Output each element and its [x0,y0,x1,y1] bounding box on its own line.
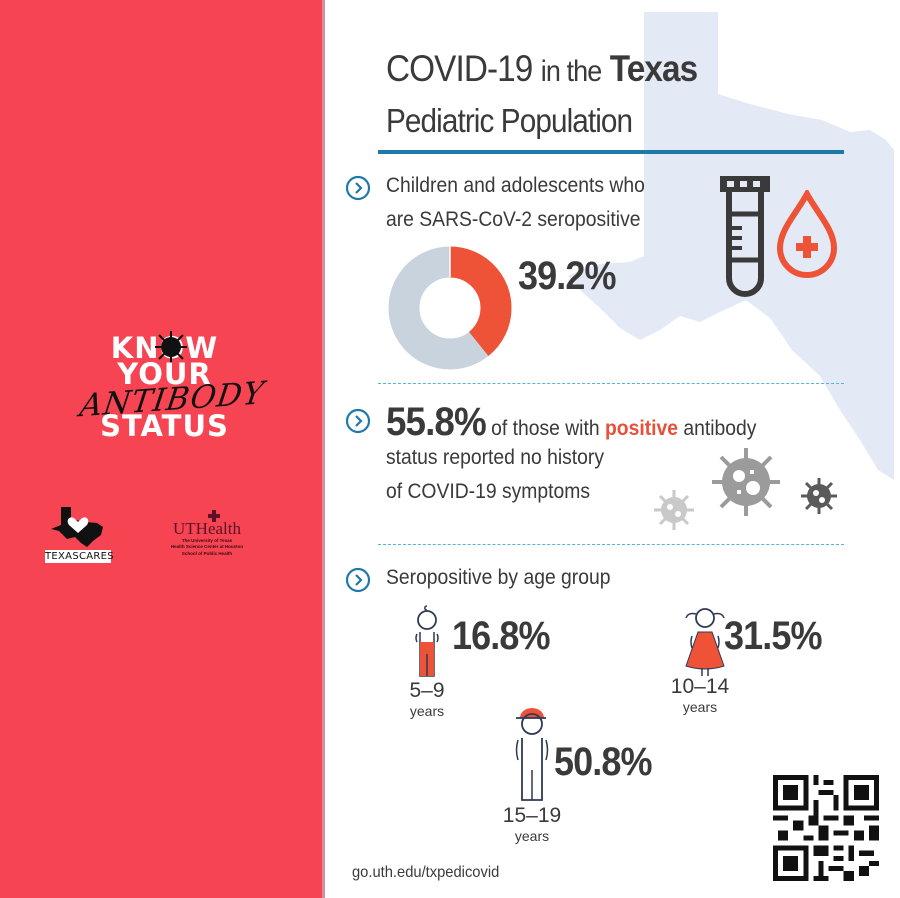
virus-icon-large [712,448,780,516]
title-underline [378,150,844,154]
footer-url-link[interactable]: go.uth.edu/txpedicovid [352,864,500,881]
chevron-right-circle-icon [345,175,371,201]
uthealth-name: UTHealth [173,519,241,538]
section3-heading: Seropositive by age group [386,566,611,589]
texascares-logo: TEXASCARES [45,505,114,563]
uthealth-sub3: School of Public Health [181,551,233,556]
texascares-label: TEXASCARES [45,550,114,563]
chevron-right-circle-icon [345,567,371,593]
seropositive-value: 39.2% [518,254,616,298]
page-subtitle: Pediatric Population [386,102,633,139]
positive-highlight: positive [604,417,678,440]
age-15-19-label: 15–19 years [502,804,562,845]
texas-heart-icon [51,507,103,547]
virus-icon-dark [801,478,837,514]
test-tube-icon [720,176,770,297]
blood-drop-plus-icon [776,190,838,278]
panel-divider [322,0,325,898]
age-15-19-value: 50.8% [554,740,652,784]
seropositive-donut-chart [388,246,512,370]
asymptomatic-value: 55.8% [386,400,487,444]
left-branding-panel: KNOW YOUR ANTIBODY STATUS TEXASCARES UTH… [0,0,322,898]
uthealth-sub1: The University of Texas [181,538,233,543]
virus-icon-small [654,490,694,530]
campaign-line-status: STATUS [100,409,229,443]
teen-figure-icon [515,708,549,801]
section2-line3: of COVID-19 symptoms [386,480,590,503]
section2-line2: status reported no history [386,446,605,469]
age-5-9-value: 16.8% [452,614,550,658]
qr-code[interactable] [773,775,879,881]
uthealth-logo: UTHealth The University of Texas Health … [168,510,246,557]
age-10-14-label: 10–14 years [670,675,730,716]
page-title: COVID-19 in the Texas [386,48,698,89]
campaign-line-your: YOUR [117,357,212,391]
section1-line1: Children and adolescents who [386,174,645,197]
section1-line2: are SARS-CoV-2 seropositive [386,208,641,231]
age-5-9-label: 5–9 years [409,679,445,720]
age-10-14-value: 31.5% [724,614,822,658]
child-figure-icon [415,605,439,677]
section-divider-2 [378,544,844,545]
section-divider-1 [378,383,844,384]
uthealth-sub2: Health Science Center at Houston [170,543,244,549]
uthealth-cross-icon [208,510,220,522]
know-your-antibody-status-logo: KNOW YOUR ANTIBODY STATUS [72,330,267,450]
virus-icon [155,331,187,363]
chevron-right-circle-icon [345,408,371,434]
girl-figure-icon [685,608,725,676]
section2-line1: 55.8% of those with positive antibody [386,400,757,444]
